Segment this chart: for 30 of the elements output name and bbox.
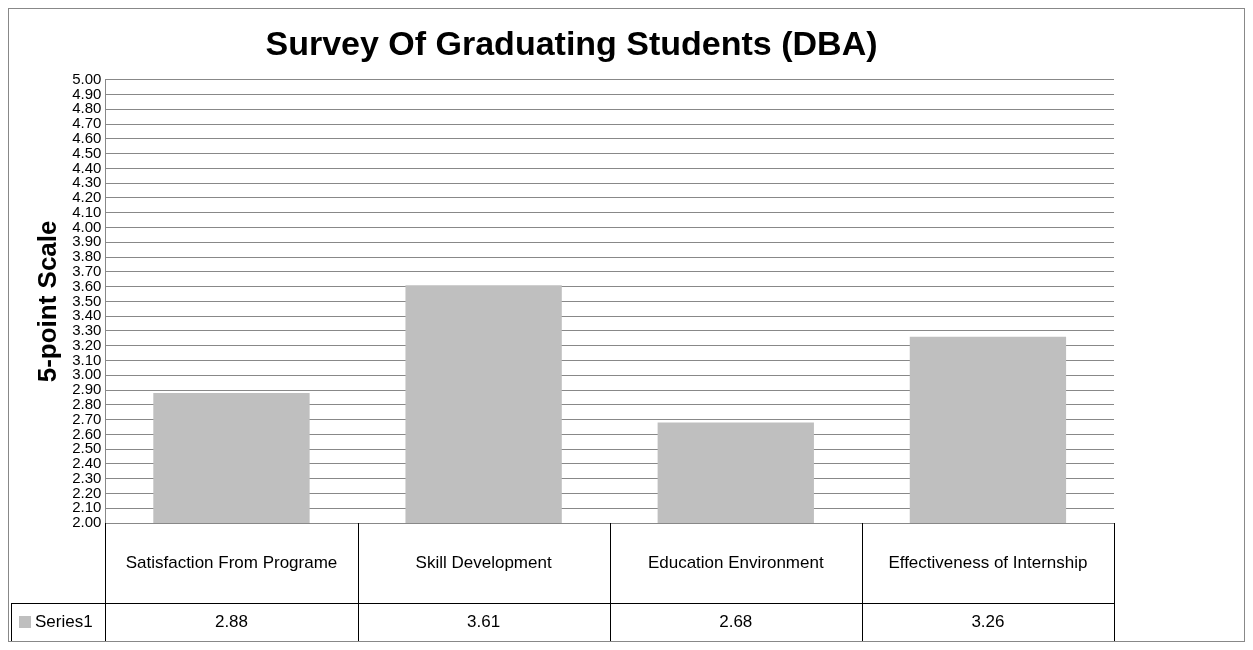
y-tick-label: 3.50 <box>72 291 102 309</box>
x-tick-label: Education Environment <box>647 552 824 572</box>
x-tick-label: Skill Development <box>415 552 552 572</box>
y-tick-label: 4.30 <box>72 173 102 191</box>
y-tick-label: 4.90 <box>72 84 102 102</box>
y-tick-label: 3.90 <box>72 232 102 250</box>
y-tick-label: 2.60 <box>72 424 102 442</box>
chart-title: Survey Of Graduating Students (DBA) <box>265 23 878 62</box>
y-tick-label: 4.80 <box>72 99 102 117</box>
y-axis-title: 5-point Scale <box>31 220 62 383</box>
y-tick-label: 2.70 <box>72 409 102 427</box>
y-tick-label: 4.70 <box>72 114 102 132</box>
y-tick-label: 2.10 <box>72 498 102 516</box>
y-tick-label: 3.40 <box>72 306 102 324</box>
y-tick-label: 3.00 <box>72 365 102 383</box>
data-label: 2.68 <box>719 611 753 631</box>
data-label: 3.26 <box>971 611 1005 631</box>
data-label: 2.88 <box>214 611 249 631</box>
y-tick-label: 3.10 <box>72 350 102 368</box>
data-label: 3.61 <box>467 611 501 631</box>
y-tick-label: 4.00 <box>72 217 102 235</box>
y-tick-label: 2.50 <box>72 439 102 457</box>
y-tick-label: 3.60 <box>72 276 102 294</box>
y-tick-label: 5.00 <box>72 69 102 87</box>
y-tick-label: 2.00 <box>72 513 102 531</box>
x-tick-label: Satisfaction From Programe <box>125 552 338 572</box>
y-tick-label: 2.20 <box>72 483 102 501</box>
y-tick-label: 4.40 <box>72 158 102 176</box>
x-tick-label: Effectiveness of Internship <box>888 552 1088 572</box>
legend-label: Series1 <box>35 611 93 631</box>
